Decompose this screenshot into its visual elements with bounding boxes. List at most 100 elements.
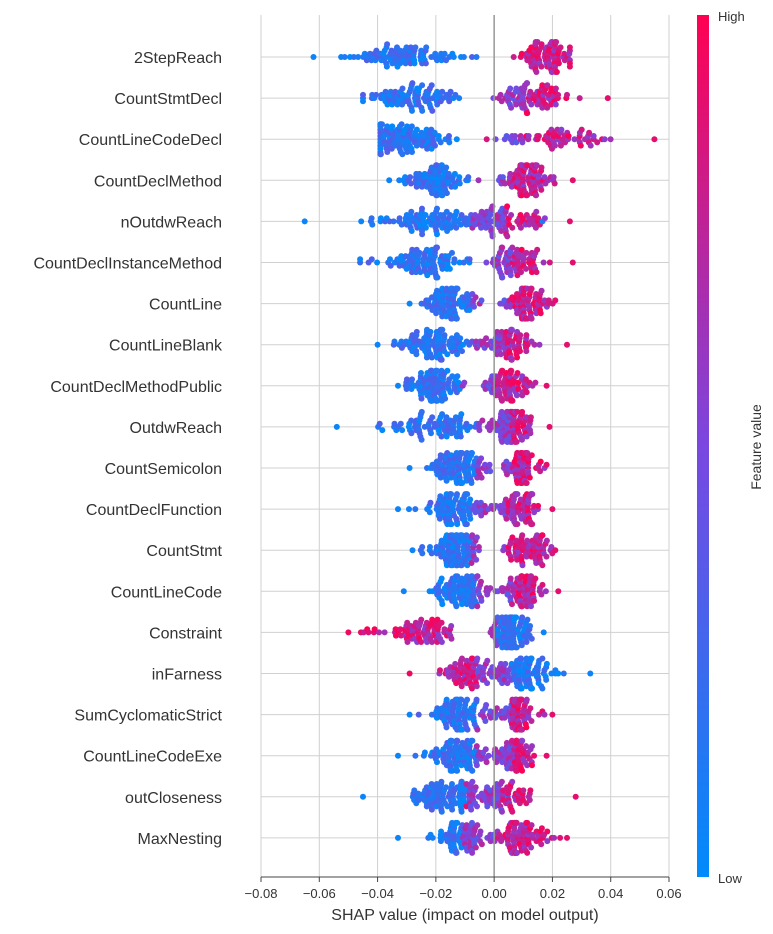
shap-point	[552, 101, 559, 108]
shap-point	[517, 332, 524, 339]
shap-point	[469, 849, 476, 856]
shap-point	[518, 696, 525, 703]
shap-point	[453, 800, 460, 807]
shap-point	[539, 685, 546, 692]
shap-point	[509, 397, 516, 404]
shap-point	[504, 233, 511, 240]
shap-point	[418, 408, 425, 415]
shap-point	[523, 743, 530, 750]
shap-point	[474, 603, 481, 610]
shap-point	[541, 215, 548, 222]
shap-point	[454, 491, 460, 498]
shap-point	[438, 575, 445, 582]
shap-point	[509, 601, 515, 608]
shap-point	[514, 556, 520, 563]
shap-point	[437, 139, 444, 146]
shap-point	[445, 170, 452, 177]
feature-labels: 2StepReach CountStmtDecl CountLineCodeDecl…	[33, 50, 223, 848]
shap-point	[384, 41, 391, 48]
shap-point	[513, 392, 520, 399]
shap-point	[508, 556, 515, 563]
feature-label: CountLineBlank	[109, 338, 223, 355]
shap-point	[566, 63, 573, 70]
feature-label: inFarness	[152, 667, 222, 684]
shap-point	[517, 348, 523, 355]
shap-point	[455, 379, 462, 386]
shap-point	[452, 183, 459, 190]
shap-point	[508, 104, 515, 111]
shap-point	[429, 834, 436, 841]
feature-row-dots	[333, 408, 553, 445]
shap-point	[447, 88, 454, 95]
shap-point	[523, 249, 530, 256]
shap-point	[473, 556, 480, 563]
shap-point	[474, 822, 481, 829]
shap-point	[509, 224, 516, 231]
shap-point	[412, 44, 419, 51]
shap-point	[415, 790, 422, 797]
shap-point	[310, 54, 317, 60]
shap-point	[555, 588, 562, 595]
shap-point	[474, 726, 481, 733]
shap-point	[373, 91, 380, 98]
shap-point	[463, 521, 470, 528]
shap-point	[381, 629, 388, 636]
shap-point	[428, 354, 435, 361]
shap-point	[474, 655, 481, 662]
shap-point	[497, 351, 504, 358]
shap-point	[453, 680, 460, 687]
shap-point	[499, 244, 506, 251]
shap-point	[458, 778, 465, 785]
shap-point	[565, 133, 572, 139]
shap-point	[474, 803, 480, 810]
shap-point	[389, 123, 396, 130]
x-tick-label: 0.06	[656, 886, 681, 901]
shap-point	[442, 395, 449, 402]
feature-row-dots	[395, 491, 556, 528]
shap-point	[427, 544, 433, 550]
shap-point	[566, 44, 573, 51]
shap-point	[374, 341, 381, 348]
shap-point	[533, 269, 540, 276]
shap-point	[379, 427, 386, 434]
shap-point	[535, 215, 542, 222]
shap-point	[498, 778, 505, 785]
shap-point	[437, 667, 443, 674]
shap-point	[514, 521, 521, 528]
shap-point	[412, 752, 419, 759]
shap-point	[426, 509, 433, 516]
shap-point	[483, 136, 490, 143]
shap-point	[341, 54, 348, 60]
shap-point	[374, 259, 381, 266]
feature-row-dots	[395, 737, 550, 774]
shap-point	[434, 759, 440, 766]
shap-point	[439, 411, 446, 418]
shap-point	[419, 231, 426, 238]
shap-point	[409, 376, 415, 383]
feature-label: CountDeclFunction	[86, 502, 222, 519]
shap-point	[469, 685, 475, 692]
shap-point	[531, 597, 538, 604]
x-axis-label: SHAP value (impact on model output)	[331, 907, 598, 924]
shap-point	[423, 246, 430, 253]
shap-point	[357, 256, 364, 263]
shap-point	[518, 685, 525, 692]
shap-point	[513, 644, 520, 651]
shap-point	[407, 174, 414, 181]
shap-point	[391, 338, 398, 345]
shap-point	[538, 287, 545, 294]
shap-point	[371, 626, 378, 633]
shap-point	[560, 670, 567, 677]
shap-point	[459, 655, 465, 662]
shap-point	[441, 332, 448, 339]
shap-point	[514, 310, 521, 317]
shap-point	[528, 101, 535, 108]
shap-point	[449, 781, 455, 787]
shap-point	[553, 39, 560, 45]
shap-point	[434, 205, 440, 212]
shap-point	[499, 274, 506, 281]
shap-point	[524, 762, 531, 769]
shap-point	[377, 151, 384, 158]
shap-point	[456, 259, 463, 266]
shap-point	[533, 162, 540, 169]
